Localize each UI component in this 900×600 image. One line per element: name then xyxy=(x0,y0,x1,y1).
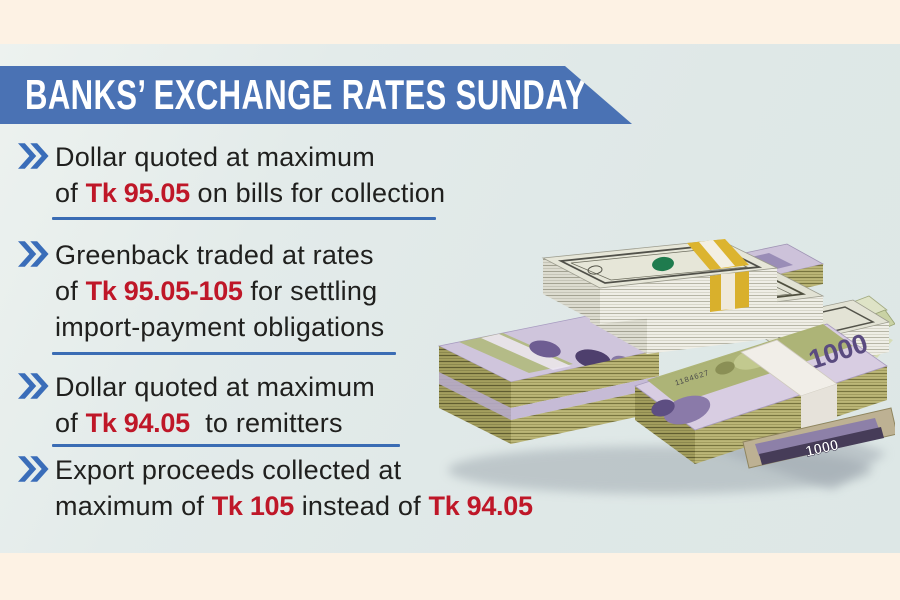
taka-bundle-left xyxy=(437,315,661,444)
rate-value: Tk 95.05-105 xyxy=(85,276,243,306)
double-chevron-icon xyxy=(18,373,49,399)
double-chevron-icon xyxy=(18,143,49,169)
divider-rule xyxy=(52,217,436,220)
bullet-2-text: of xyxy=(55,276,86,306)
rate-value: Tk 95.05 xyxy=(85,178,190,208)
double-chevron-icon xyxy=(18,456,49,482)
bullet-3-text: of xyxy=(55,408,86,438)
bullet-3-text: to remitters xyxy=(189,408,343,438)
usd-stack-top xyxy=(541,239,779,324)
money-stacks-photo: 1184627 1000 1000 xyxy=(437,239,895,494)
bullet-item-4: Export proceeds collected at maximum of … xyxy=(18,452,533,524)
taka-bundle-front: 1184627 1000 xyxy=(634,323,888,464)
divider-rule xyxy=(52,444,400,447)
bullet-2-text: for settling xyxy=(242,276,378,306)
rate-value: Tk 94.05 xyxy=(428,491,533,521)
rate-value: Tk 105 xyxy=(211,491,295,521)
taka-note-loose: 1000 xyxy=(742,407,895,469)
bullet-4-line-2: maximum of Tk 105 instead of Tk 94.05 xyxy=(55,488,533,524)
bullet-2-line-1: Greenback traded at rates xyxy=(55,240,374,270)
bullet-4-text: maximum of xyxy=(55,491,212,521)
bullet-1-line-2: of Tk 95.05 on bills for collection xyxy=(55,175,445,211)
bullet-item-1: Dollar quoted at maximum of Tk 95.05 on … xyxy=(18,139,445,211)
bullet-4-text: instead of xyxy=(294,491,429,521)
bullet-3-line-2: of Tk 94.05 to remitters xyxy=(55,405,375,441)
bullet-1-line-1: Dollar quoted at maximum xyxy=(55,142,375,172)
divider-rule xyxy=(52,352,396,355)
page-title: BANKS’ EXCHANGE RATES SUNDAY xyxy=(25,71,587,118)
bullet-3-line-1: Dollar quoted at maximum xyxy=(55,372,375,402)
bullet-2-line-2: of Tk 95.05-105 for settling xyxy=(55,273,384,309)
rate-value: Tk 94.05 xyxy=(85,408,190,438)
bullet-item-2: Greenback traded at rates of Tk 95.05-10… xyxy=(18,237,384,345)
bullet-1-text: on bills for collection xyxy=(189,178,446,208)
bullet-4-line-1: Export proceeds collected at xyxy=(55,455,402,485)
bullet-2-line-3: import-payment obligations xyxy=(55,312,385,342)
infographic-card: 1184627 1000 1000 BANKS’ EXCHANGE RATES … xyxy=(0,44,900,553)
bullet-1-text: of xyxy=(55,178,86,208)
title-banner: BANKS’ EXCHANGE RATES SUNDAY xyxy=(0,66,632,124)
bullet-item-3: Dollar quoted at maximum of Tk 94.05 to … xyxy=(18,369,375,441)
double-chevron-icon xyxy=(18,241,49,267)
